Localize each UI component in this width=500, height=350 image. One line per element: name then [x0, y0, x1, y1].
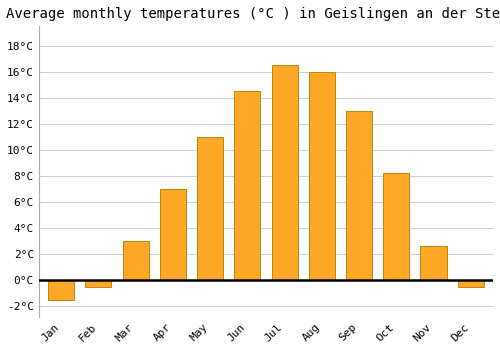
Bar — [48, 280, 74, 300]
Bar — [160, 189, 186, 280]
Bar — [197, 137, 223, 280]
Bar — [346, 111, 372, 280]
Bar — [86, 280, 112, 287]
Bar — [308, 72, 335, 280]
Bar — [420, 246, 446, 280]
Bar — [458, 280, 483, 287]
Bar — [272, 65, 297, 280]
Bar — [122, 241, 148, 280]
Bar — [234, 91, 260, 280]
Title: Average monthly temperatures (°C ) in Geislingen an der Steige: Average monthly temperatures (°C ) in Ge… — [6, 7, 500, 21]
Bar — [383, 174, 409, 280]
